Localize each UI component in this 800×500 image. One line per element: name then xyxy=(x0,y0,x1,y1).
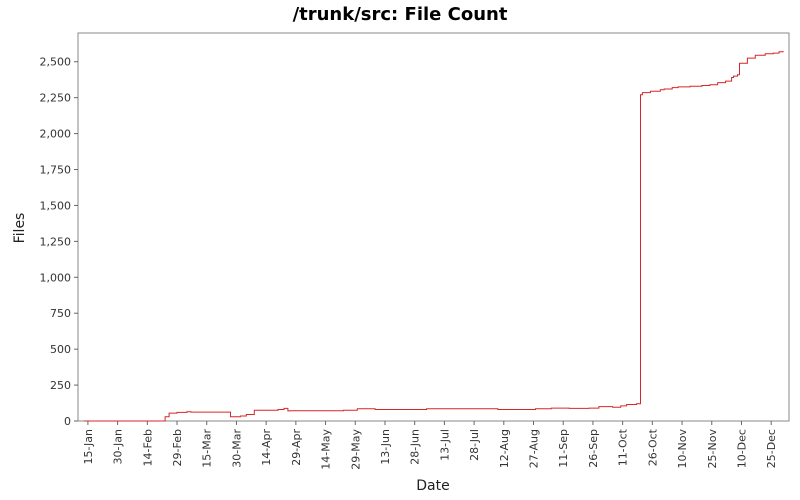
x-tick-label: 10-Dec xyxy=(735,429,748,468)
y-tick-label: 2,000 xyxy=(40,128,72,141)
x-tick-label: 14-Apr xyxy=(260,429,273,466)
x-tick-label: 10-Nov xyxy=(676,429,689,469)
y-tick-label: 250 xyxy=(50,379,71,392)
x-tick-label: 26-Oct xyxy=(646,428,659,466)
x-axis-label: Date xyxy=(416,478,449,494)
x-tick-label: 11-Sep xyxy=(557,429,570,468)
plot-area xyxy=(77,32,790,422)
x-tick-label: 15-Mar xyxy=(201,429,214,468)
file-count-series-line xyxy=(83,51,784,422)
x-tick-label: 29-Apr xyxy=(290,429,303,466)
y-tick-label: 2,250 xyxy=(40,92,72,105)
y-axis-label: Files xyxy=(12,213,28,244)
x-tick-label: 15-Jan xyxy=(82,429,95,465)
y-tick-label: 1,000 xyxy=(40,271,72,284)
y-tick-label: 1,250 xyxy=(40,235,72,248)
x-tick-label: 14-May xyxy=(320,429,333,470)
x-tick-label: 29-May xyxy=(349,429,362,470)
y-tick-label: 1,500 xyxy=(40,199,72,212)
x-tick-label: 26-Sep xyxy=(587,429,600,468)
y-tick-label: 2,500 xyxy=(40,56,72,69)
x-tick-label: 28-Jun xyxy=(409,429,422,465)
x-tick-label: 27-Aug xyxy=(528,429,541,468)
y-tick-label: 1,750 xyxy=(40,164,72,177)
y-tick-label: 0 xyxy=(64,415,71,428)
x-tick-label: 30-Jan xyxy=(112,429,125,465)
x-tick-label: 14-Feb xyxy=(141,429,154,466)
x-tick-label: 30-Mar xyxy=(230,429,243,468)
x-tick-label: 25-Dec xyxy=(765,429,778,468)
x-tick-label: 13-Jun xyxy=(379,429,392,465)
x-tick-label: 13-Jul xyxy=(438,429,451,461)
x-tick-label: 11-Oct xyxy=(617,428,630,466)
x-tick-label: 25-Nov xyxy=(706,429,719,469)
x-tick-label: 12-Aug xyxy=(498,429,511,468)
x-tick-label: 29-Feb xyxy=(171,429,184,466)
y-tick-label: 500 xyxy=(50,343,71,356)
chart-title: /trunk/src: File Count xyxy=(293,4,508,25)
x-tick-label: 28-Jul xyxy=(468,429,481,461)
y-tick-label: 750 xyxy=(50,307,71,320)
